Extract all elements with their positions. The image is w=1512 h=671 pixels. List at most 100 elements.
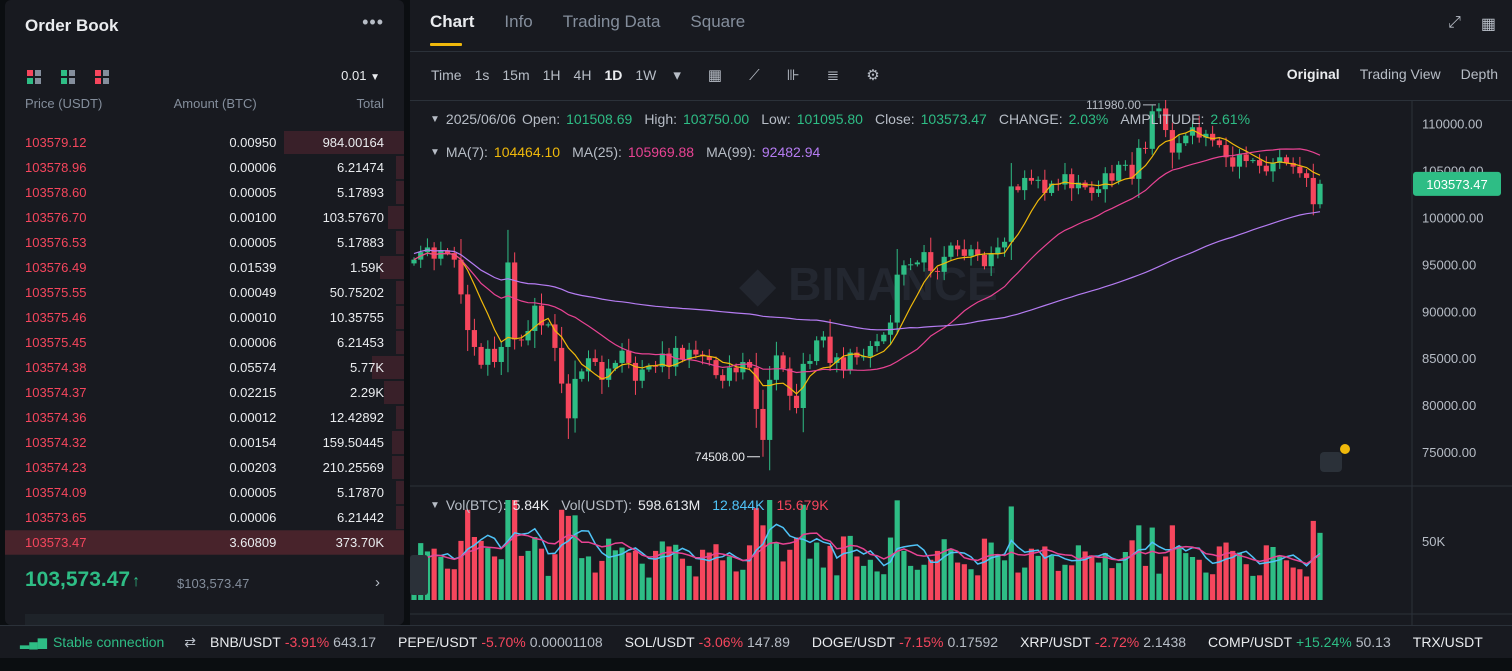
tab-trading-data[interactable]: Trading Data xyxy=(562,12,661,31)
ask-row[interactable]: 103575.46 0.00010 10.35755 xyxy=(5,305,404,330)
order-book-modes xyxy=(27,70,109,84)
ticker-settings-icon[interactable]: ⇄ xyxy=(184,633,197,650)
depth-bar xyxy=(396,506,404,529)
ask-row[interactable]: 103574.09 0.00005 5.17870 xyxy=(5,480,404,505)
close-value: 103573.47 xyxy=(920,111,987,127)
ticker-item[interactable]: TRX/USDT xyxy=(1413,634,1491,650)
interval-1w[interactable]: 1W xyxy=(635,67,657,83)
layout-grid-icon[interactable]: ▦ xyxy=(1480,16,1496,33)
ticker-item[interactable]: BNB/USDT -3.91% 643.17 xyxy=(210,634,376,650)
volume-bar xyxy=(948,548,954,600)
ask-row[interactable]: 103574.37 0.02215 2.29K xyxy=(5,380,404,405)
candle-body xyxy=(914,262,920,265)
low-label: Low: xyxy=(761,111,791,127)
candle-body xyxy=(874,341,880,347)
candle-type-icon[interactable]: ⊪ xyxy=(786,67,800,84)
ticker-item[interactable]: SOL/USDT -3.06% 147.89 xyxy=(625,634,790,650)
ticker-item[interactable]: XRP/USDT -2.72% 2.1438 xyxy=(1020,634,1186,650)
candle-body xyxy=(988,254,994,267)
connection-label: Stable connection xyxy=(52,634,165,650)
chevron-down-icon[interactable]: ▼ xyxy=(430,147,440,158)
ticker-item[interactable]: COMP/USDT +15.24% 50.13 xyxy=(1208,634,1391,650)
volume-bar xyxy=(1122,552,1128,600)
ask-row[interactable]: 103579.12 0.00950 984.00164 xyxy=(5,130,404,155)
ask-row[interactable]: 103578.60 0.00005 5.17893 xyxy=(5,180,404,205)
ticker-price: 50.13 xyxy=(1355,634,1391,650)
precision-select[interactable]: 0.01 ▼ xyxy=(341,68,380,83)
volume-bar xyxy=(827,545,833,600)
interval-4h[interactable]: 4H xyxy=(573,67,592,83)
candle-body xyxy=(1243,154,1249,162)
candle-body xyxy=(834,357,840,363)
ask-price: 103574.38 xyxy=(25,360,87,375)
candle-body xyxy=(1015,186,1021,191)
view-trading-view[interactable]: Trading View xyxy=(1359,66,1441,82)
ask-row[interactable]: 103573.47 3.60809 373.70K xyxy=(5,530,404,555)
chart-settings-icon[interactable]: ≣ xyxy=(826,67,840,84)
ask-amount: 0.00203 xyxy=(229,460,277,475)
bids-only-icon[interactable] xyxy=(61,70,75,84)
ask-row[interactable]: 103578.96 0.00006 6.21474 xyxy=(5,155,404,180)
ticker-item[interactable]: DOGE/USDT -7.15% 0.17592 xyxy=(812,634,998,650)
ask-row[interactable]: 103574.23 0.00203 210.25569 xyxy=(5,455,404,480)
interval-1s[interactable]: 1s xyxy=(474,67,490,83)
ask-row[interactable]: 103574.36 0.00012 12.42892 xyxy=(5,405,404,430)
both-sides-icon[interactable] xyxy=(27,70,41,84)
candlestick-chart[interactable]: ◆ BINANCE110000.00105000.00100000.009500… xyxy=(410,100,1512,625)
candle-body xyxy=(1122,164,1128,166)
volume-bar xyxy=(619,547,625,600)
order-book-title: Order Book xyxy=(25,16,119,35)
volume-bar xyxy=(908,565,914,600)
ask-row[interactable]: 103574.38 0.05574 5.77K xyxy=(5,355,404,380)
interval-1d[interactable]: 1D xyxy=(604,67,623,83)
asks-only-icon[interactable] xyxy=(95,70,109,84)
ask-row[interactable]: 103576.70 0.00100 103.57670 xyxy=(5,205,404,230)
more-dots-icon[interactable]: ••• xyxy=(362,12,384,32)
low-value: 101095.80 xyxy=(796,111,863,127)
volume-bar xyxy=(693,576,699,600)
interval-time[interactable]: Time xyxy=(431,67,462,83)
ask-row[interactable]: 103576.53 0.00005 5.17883 xyxy=(5,230,404,255)
volume-bar xyxy=(639,563,645,600)
volume-bar xyxy=(498,559,504,600)
volume-bar xyxy=(666,546,672,600)
calendar-icon[interactable]: ▦ xyxy=(707,67,723,84)
candle-body xyxy=(1310,177,1316,205)
ask-row[interactable]: 103575.45 0.00006 6.21453 xyxy=(5,330,404,355)
ask-amount: 0.00006 xyxy=(229,510,277,525)
expand-icon[interactable]: ⤢ xyxy=(1448,14,1461,31)
ask-amount: 0.00049 xyxy=(229,285,277,300)
candle-body xyxy=(1303,173,1310,178)
volume-bar xyxy=(505,500,511,600)
volume-bar xyxy=(1062,564,1068,600)
ask-row[interactable]: 103573.65 0.00006 6.21442 xyxy=(5,505,404,530)
tab-info[interactable]: Info xyxy=(504,12,533,31)
ticker-item[interactable]: PEPE/USDT -5.70% 0.00001108 xyxy=(398,634,603,650)
ask-total: 210.25569 xyxy=(322,460,385,475)
chevron-down-icon[interactable]: ▾ xyxy=(673,67,681,84)
candle-body xyxy=(518,339,524,341)
interval-15m[interactable]: 15m xyxy=(502,67,530,83)
candle-body xyxy=(592,358,598,362)
depth-bar xyxy=(388,206,404,229)
ask-row[interactable]: 103575.55 0.00049 50.75202 xyxy=(5,280,404,305)
chart-toolbar: Time 1s 15m 1H 4H 1D 1W ▾ ▦ ⟋ ⊪ ≣ ⚙ xyxy=(431,66,880,85)
interval-1h[interactable]: 1H xyxy=(542,67,561,83)
indicator-icon[interactable]: ⟋ xyxy=(749,66,760,84)
view-depth[interactable]: Depth xyxy=(1460,66,1498,82)
depth-bar xyxy=(380,256,404,279)
candle-body xyxy=(579,371,585,379)
chevron-down-icon[interactable]: ▼ xyxy=(430,114,440,125)
chevron-down-icon[interactable]: ▼ xyxy=(430,500,440,511)
gear-icon[interactable]: ⚙ xyxy=(866,67,880,84)
ticker-symbol: TRX/USDT xyxy=(1412,634,1483,650)
ask-row[interactable]: 103574.32 0.00154 159.50445 xyxy=(5,430,404,455)
depth-bar xyxy=(284,131,404,154)
view-original[interactable]: Original xyxy=(1286,66,1340,82)
tab-chart[interactable]: Chart xyxy=(430,12,474,46)
chevron-right-icon[interactable]: › xyxy=(375,574,380,591)
ma99-value: 92482.94 xyxy=(761,144,821,160)
tab-square[interactable]: Square xyxy=(690,12,746,31)
volume-bar xyxy=(800,504,806,600)
ask-row[interactable]: 103576.49 0.01539 1.59K xyxy=(5,255,404,280)
